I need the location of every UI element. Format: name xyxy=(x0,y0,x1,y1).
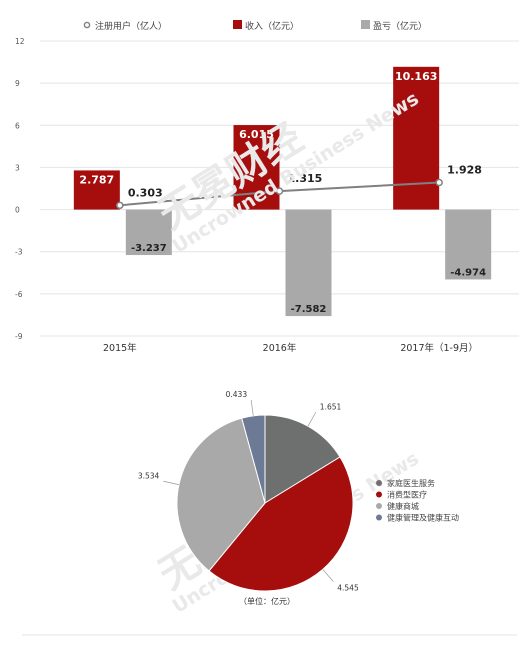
pie-labels: 1.651 4.545 3.534 0.433 xyxy=(138,390,359,593)
pie-value-label: 0.433 xyxy=(226,390,248,399)
pie-leader-line xyxy=(250,399,254,416)
pie-value-label: 3.534 xyxy=(138,471,160,480)
legend-label: 家庭医生服务 xyxy=(387,478,435,488)
revenue-data-label: 2.787 xyxy=(79,173,114,186)
y-tick-label: -6 xyxy=(15,290,23,299)
x-tick-label: 2016年 xyxy=(263,342,297,354)
pie-slice xyxy=(208,456,354,592)
legend-label: 健康商城 xyxy=(387,501,419,511)
legend-label: 注册用户（亿人） xyxy=(95,20,167,32)
loss-bar xyxy=(125,209,172,256)
pie-value-label: 1.651 xyxy=(320,402,342,411)
user-point xyxy=(116,201,124,210)
combo-chart: 注册用户（亿人） 收入（亿元） 盈亏（亿元） 12 9 6 3 0 -3 -6 -9 2.787 -… xyxy=(15,20,519,354)
user-point xyxy=(435,178,443,187)
pie-leader-line xyxy=(307,412,317,427)
user-point xyxy=(275,187,284,195)
pie-legend-item: 消费型医疗 xyxy=(376,490,427,500)
legend-item: 收入（亿元） xyxy=(233,20,299,32)
legend-label: 盈亏（亿元） xyxy=(373,20,427,32)
y-tick-label: 3 xyxy=(15,163,20,172)
y-axis-ticks: 12 9 6 3 0 -3 -6 -9 xyxy=(15,37,25,341)
legend-item: 注册用户（亿人） xyxy=(83,20,167,32)
legend-dot xyxy=(376,480,382,486)
pie-legend-item: 家庭医生服务 xyxy=(376,478,435,488)
y-tick-label: -3 xyxy=(15,248,23,257)
pie-leader-line xyxy=(322,569,334,582)
user-data-label: 0.303 xyxy=(128,186,163,199)
legend-dot xyxy=(376,514,382,521)
watermark-top: 无冕财经 Uncrowned Business News xyxy=(151,88,423,258)
pie-legend-item: 健康管理及健康互动 xyxy=(376,513,459,523)
pie-value-label: 4.545 xyxy=(337,583,359,592)
revenue-bar xyxy=(393,66,440,210)
x-axis-ticks: 2015年 2016年 2017年（1-9月） xyxy=(103,342,478,354)
revenue-bar xyxy=(73,170,120,210)
loss-bar xyxy=(285,209,332,317)
legend-label: 消费型医疗 xyxy=(387,490,427,500)
pie-slice xyxy=(176,417,266,572)
loss-bar xyxy=(445,209,492,280)
loss-data-label: -3.237 xyxy=(131,243,167,254)
loss-data-label: -4.974 xyxy=(450,267,486,278)
y-tick-label: 9 xyxy=(15,79,20,88)
legend-dot xyxy=(376,503,382,509)
user-data-label: 1.928 xyxy=(447,163,482,176)
x-tick-label: 2015年 xyxy=(103,342,137,354)
revenue-data-label: 10.163 xyxy=(395,70,437,83)
user-line: 0.303 1.315 1.928 xyxy=(116,163,482,210)
legend-label: 健康管理及健康互动 xyxy=(387,513,459,523)
loss-data-label: -7.582 xyxy=(291,304,327,315)
legend-item: 盈亏（亿元） xyxy=(361,20,427,32)
chart-legend: 注册用户（亿人） 收入（亿元） 盈亏（亿元） xyxy=(83,20,427,32)
legend-marker xyxy=(233,20,242,29)
unit-note: （单位：亿元） xyxy=(239,596,295,606)
y-tick-label: 12 xyxy=(15,37,25,46)
x-tick-label: 2017年（1-9月） xyxy=(400,342,478,354)
pie-slices xyxy=(176,414,354,592)
bars: 2.787 -3.237 6.015 -7.582 10.163 -4.974 xyxy=(73,66,492,317)
revenue-data-label: 6.015 xyxy=(239,128,274,141)
pie-leader-line xyxy=(163,480,180,485)
pie-chart: 1.651 4.545 3.534 0.433 家庭医生服务消费型医疗健康商城健康管理… xyxy=(138,390,459,606)
legend-marker xyxy=(361,20,370,29)
legend-dot xyxy=(376,491,382,498)
pie-legend-item: 健康商城 xyxy=(376,501,419,511)
legend-marker xyxy=(83,21,91,29)
y-tick-label: -9 xyxy=(15,332,23,341)
user-data-label: 1.315 xyxy=(288,172,323,185)
pie-slice xyxy=(264,414,341,504)
y-tick-label: 6 xyxy=(15,121,20,130)
legend-label: 收入（亿元） xyxy=(245,20,299,32)
y-tick-label: 0 xyxy=(15,206,20,215)
